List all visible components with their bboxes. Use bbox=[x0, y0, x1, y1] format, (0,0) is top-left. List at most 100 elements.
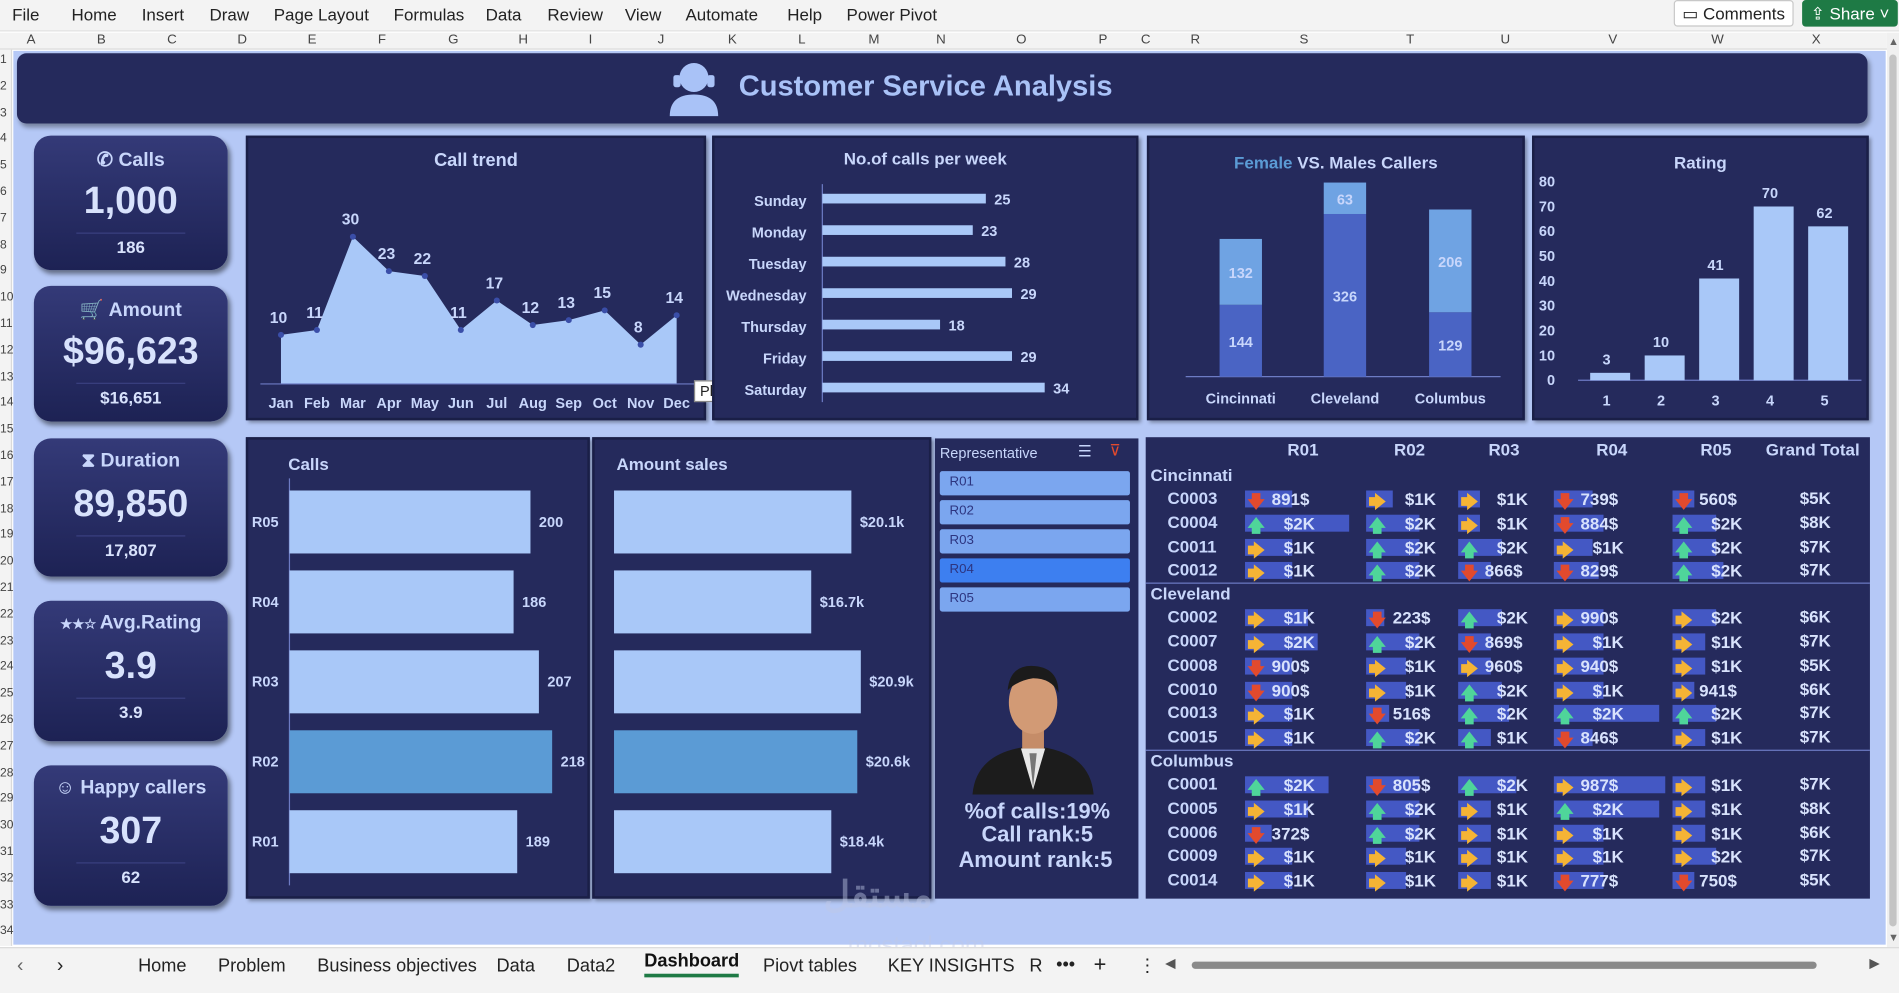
rep-label: R01 bbox=[252, 835, 279, 851]
cell-value: $2K bbox=[1283, 775, 1315, 795]
sheet-tab-key-insights[interactable]: KEY INSIGHTS bbox=[887, 955, 1015, 977]
kpi-avg-rating-value: 3.9 bbox=[104, 644, 157, 687]
menu-view[interactable]: View bbox=[624, 4, 662, 25]
slicer-item-r02[interactable]: R02 bbox=[939, 500, 1130, 525]
matrix-cell: 🡅 $2K bbox=[1366, 537, 1456, 559]
rep-customer-matrix[interactable]: R01 R02 R03 R04 R05 Grand Total Cincinnati C000… bbox=[1145, 437, 1870, 899]
menu-page-layout[interactable]: Page Layout bbox=[273, 4, 369, 25]
down-arrow-icon: 🡇 bbox=[1247, 491, 1265, 512]
sheet-tab-problem[interactable]: Problem bbox=[217, 955, 286, 977]
amount-sales-chart[interactable]: Amount sales $20.1k $16.7k $20.9k $20.6k $18… bbox=[592, 437, 932, 899]
customer-id: C0006 bbox=[1167, 821, 1218, 842]
menu-automate[interactable]: Automate bbox=[685, 4, 759, 25]
menu-power-pivot[interactable]: Power Pivot bbox=[846, 4, 938, 25]
sheet-tab-home[interactable]: Home bbox=[138, 955, 187, 977]
cell-value: 990$ bbox=[1580, 608, 1619, 628]
representative-slicer[interactable]: Representative ☰ ⊽ R01 R02 R03 R04 R05 %… bbox=[934, 438, 1139, 899]
menu-review[interactable]: Review bbox=[547, 4, 604, 25]
clear-filter-icon[interactable]: ⊽ bbox=[1109, 440, 1121, 460]
matrix-cell: 🡆 $1K bbox=[1245, 871, 1349, 893]
column-letter: X bbox=[1811, 32, 1821, 48]
gender-bar-segment bbox=[1219, 304, 1262, 377]
cell-value: $2K bbox=[1404, 728, 1436, 748]
matrix-header-5: Grand Total bbox=[1765, 439, 1860, 460]
next-sheet-icon[interactable]: › bbox=[56, 955, 64, 977]
gender-bar-segment bbox=[1429, 312, 1472, 377]
value-bar bbox=[1245, 490, 1293, 508]
menu-formulas[interactable]: Formulas bbox=[393, 4, 465, 25]
prev-sheet-icon[interactable]: ‹ bbox=[16, 955, 24, 977]
calls-by-rep-chart[interactable]: Calls 200 R05 186 R04 207 R03 218 R02 189 R01 bbox=[245, 437, 590, 899]
options-icon[interactable]: ⋮ bbox=[1138, 955, 1157, 977]
right-arrow-icon: 🡆 bbox=[1460, 801, 1479, 821]
menu-insert[interactable]: Insert bbox=[141, 4, 185, 25]
value-bar bbox=[1366, 872, 1407, 890]
multi-select-icon[interactable]: ☰ bbox=[1077, 442, 1092, 461]
matrix-cell: 🡇 900$ bbox=[1245, 680, 1349, 702]
ribbon-menu-bar bbox=[0, 0, 1899, 32]
value-bar bbox=[1245, 872, 1293, 890]
horizontal-scrollbar[interactable]: ◀ ▶ bbox=[1165, 956, 1880, 972]
right-arrow-icon: 🡆 bbox=[1674, 658, 1693, 678]
sheet-tab-business-objectives[interactable]: Business objectives bbox=[317, 955, 477, 977]
value-bar bbox=[1245, 848, 1293, 866]
grand-total: $5K bbox=[1799, 654, 1831, 675]
down-arrow-icon: 🡇 bbox=[1368, 610, 1386, 630]
share-button[interactable]: ⇪ Share ˅ bbox=[1802, 0, 1898, 27]
rating-data-label: 62 bbox=[1816, 206, 1832, 222]
up-arrow-icon: 🡅 bbox=[1556, 801, 1574, 821]
down-arrow-icon: 🡇 bbox=[1556, 873, 1574, 893]
vertical-scrollbar[interactable]: ▲ ▼ bbox=[1886, 32, 1899, 948]
matrix-cell: 🡇 750$ bbox=[1672, 871, 1746, 893]
trend-point bbox=[637, 341, 644, 348]
cell-value: 869$ bbox=[1484, 632, 1523, 652]
sheet-tab-data[interactable]: Data bbox=[496, 955, 535, 977]
value-bar bbox=[1672, 657, 1706, 675]
add-sheet-button[interactable]: + bbox=[1093, 951, 1107, 977]
slicer-item-r03[interactable]: R03 bbox=[939, 529, 1130, 554]
column-letter: C bbox=[1140, 32, 1151, 48]
call-trend-chart[interactable]: Call trend 10 Jan 11 Feb 30 Mar 23 Apr 22 May 11 Ju… bbox=[245, 135, 707, 421]
sheet-tab-piovt-tables[interactable]: Piovt tables bbox=[762, 955, 857, 977]
customer-id: C0009 bbox=[1167, 845, 1218, 866]
menu-help[interactable]: Help bbox=[787, 4, 823, 25]
slicer-item-r01[interactable]: R01 bbox=[939, 471, 1130, 496]
more-tabs-icon[interactable]: ••• bbox=[1056, 954, 1076, 975]
right-arrow-icon: 🡆 bbox=[1556, 777, 1574, 797]
right-arrow-icon: 🡆 bbox=[1247, 563, 1265, 584]
sheet-tab-dashboard[interactable]: Dashboard bbox=[644, 951, 740, 978]
sheet-tab-r[interactable]: R bbox=[1029, 955, 1043, 977]
menu-home[interactable]: Home bbox=[71, 4, 117, 25]
week-bar bbox=[822, 193, 986, 204]
cell-value: $2K bbox=[1592, 704, 1624, 724]
value-bar bbox=[1458, 514, 1480, 532]
cell-value: $1K bbox=[1283, 608, 1315, 628]
row-number: 32 bbox=[0, 871, 14, 886]
cell-value: $2K bbox=[1711, 537, 1743, 557]
cell-value: 884$ bbox=[1580, 513, 1619, 533]
gender-callers-chart[interactable]: Female VS. Males Callers 144 132 Cincinnat… bbox=[1146, 135, 1525, 421]
menu-draw[interactable]: Draw bbox=[209, 4, 250, 25]
matrix-cell: 🡅 $2K bbox=[1458, 680, 1531, 702]
sheet-tab-data2[interactable]: Data2 bbox=[566, 955, 616, 977]
menu-file[interactable]: File bbox=[12, 4, 40, 25]
rating-chart[interactable]: Rating 0 10 20 30 40 50 60 70 80 3 1 10 2 41 3 70 4 62 5 bbox=[1532, 135, 1869, 421]
cell-value: $1K bbox=[1711, 728, 1743, 748]
right-arrow-icon: 🡆 bbox=[1247, 539, 1265, 560]
amount-data-label: $20.9k bbox=[869, 675, 914, 691]
trend-month-label: Jan bbox=[268, 396, 293, 412]
rating-bar bbox=[1753, 206, 1794, 381]
slicer-item-r05[interactable]: R05 bbox=[939, 587, 1130, 612]
kpi-happy-callers: ☺ Happy callers 307 62 bbox=[33, 765, 228, 906]
matrix-cell: 🡅 $2K bbox=[1458, 608, 1531, 630]
slicer-item-r04[interactable]: R04 bbox=[939, 558, 1130, 583]
cell-value: $1K bbox=[1496, 513, 1529, 533]
rating-ytick: 70 bbox=[1539, 199, 1555, 215]
calls-per-week-chart[interactable]: No.of calls per week 25 Sunday 23 Monday 28 T… bbox=[712, 135, 1139, 421]
up-arrow-icon: 🡅 bbox=[1674, 539, 1693, 560]
up-arrow-icon: 🡅 bbox=[1460, 682, 1479, 702]
menu-data[interactable]: Data bbox=[485, 4, 522, 25]
comments-button[interactable]: ▭ Comments bbox=[1673, 0, 1794, 27]
matrix-group-columbus: Columbus bbox=[1150, 750, 1234, 771]
up-arrow-icon: 🡅 bbox=[1247, 777, 1265, 797]
